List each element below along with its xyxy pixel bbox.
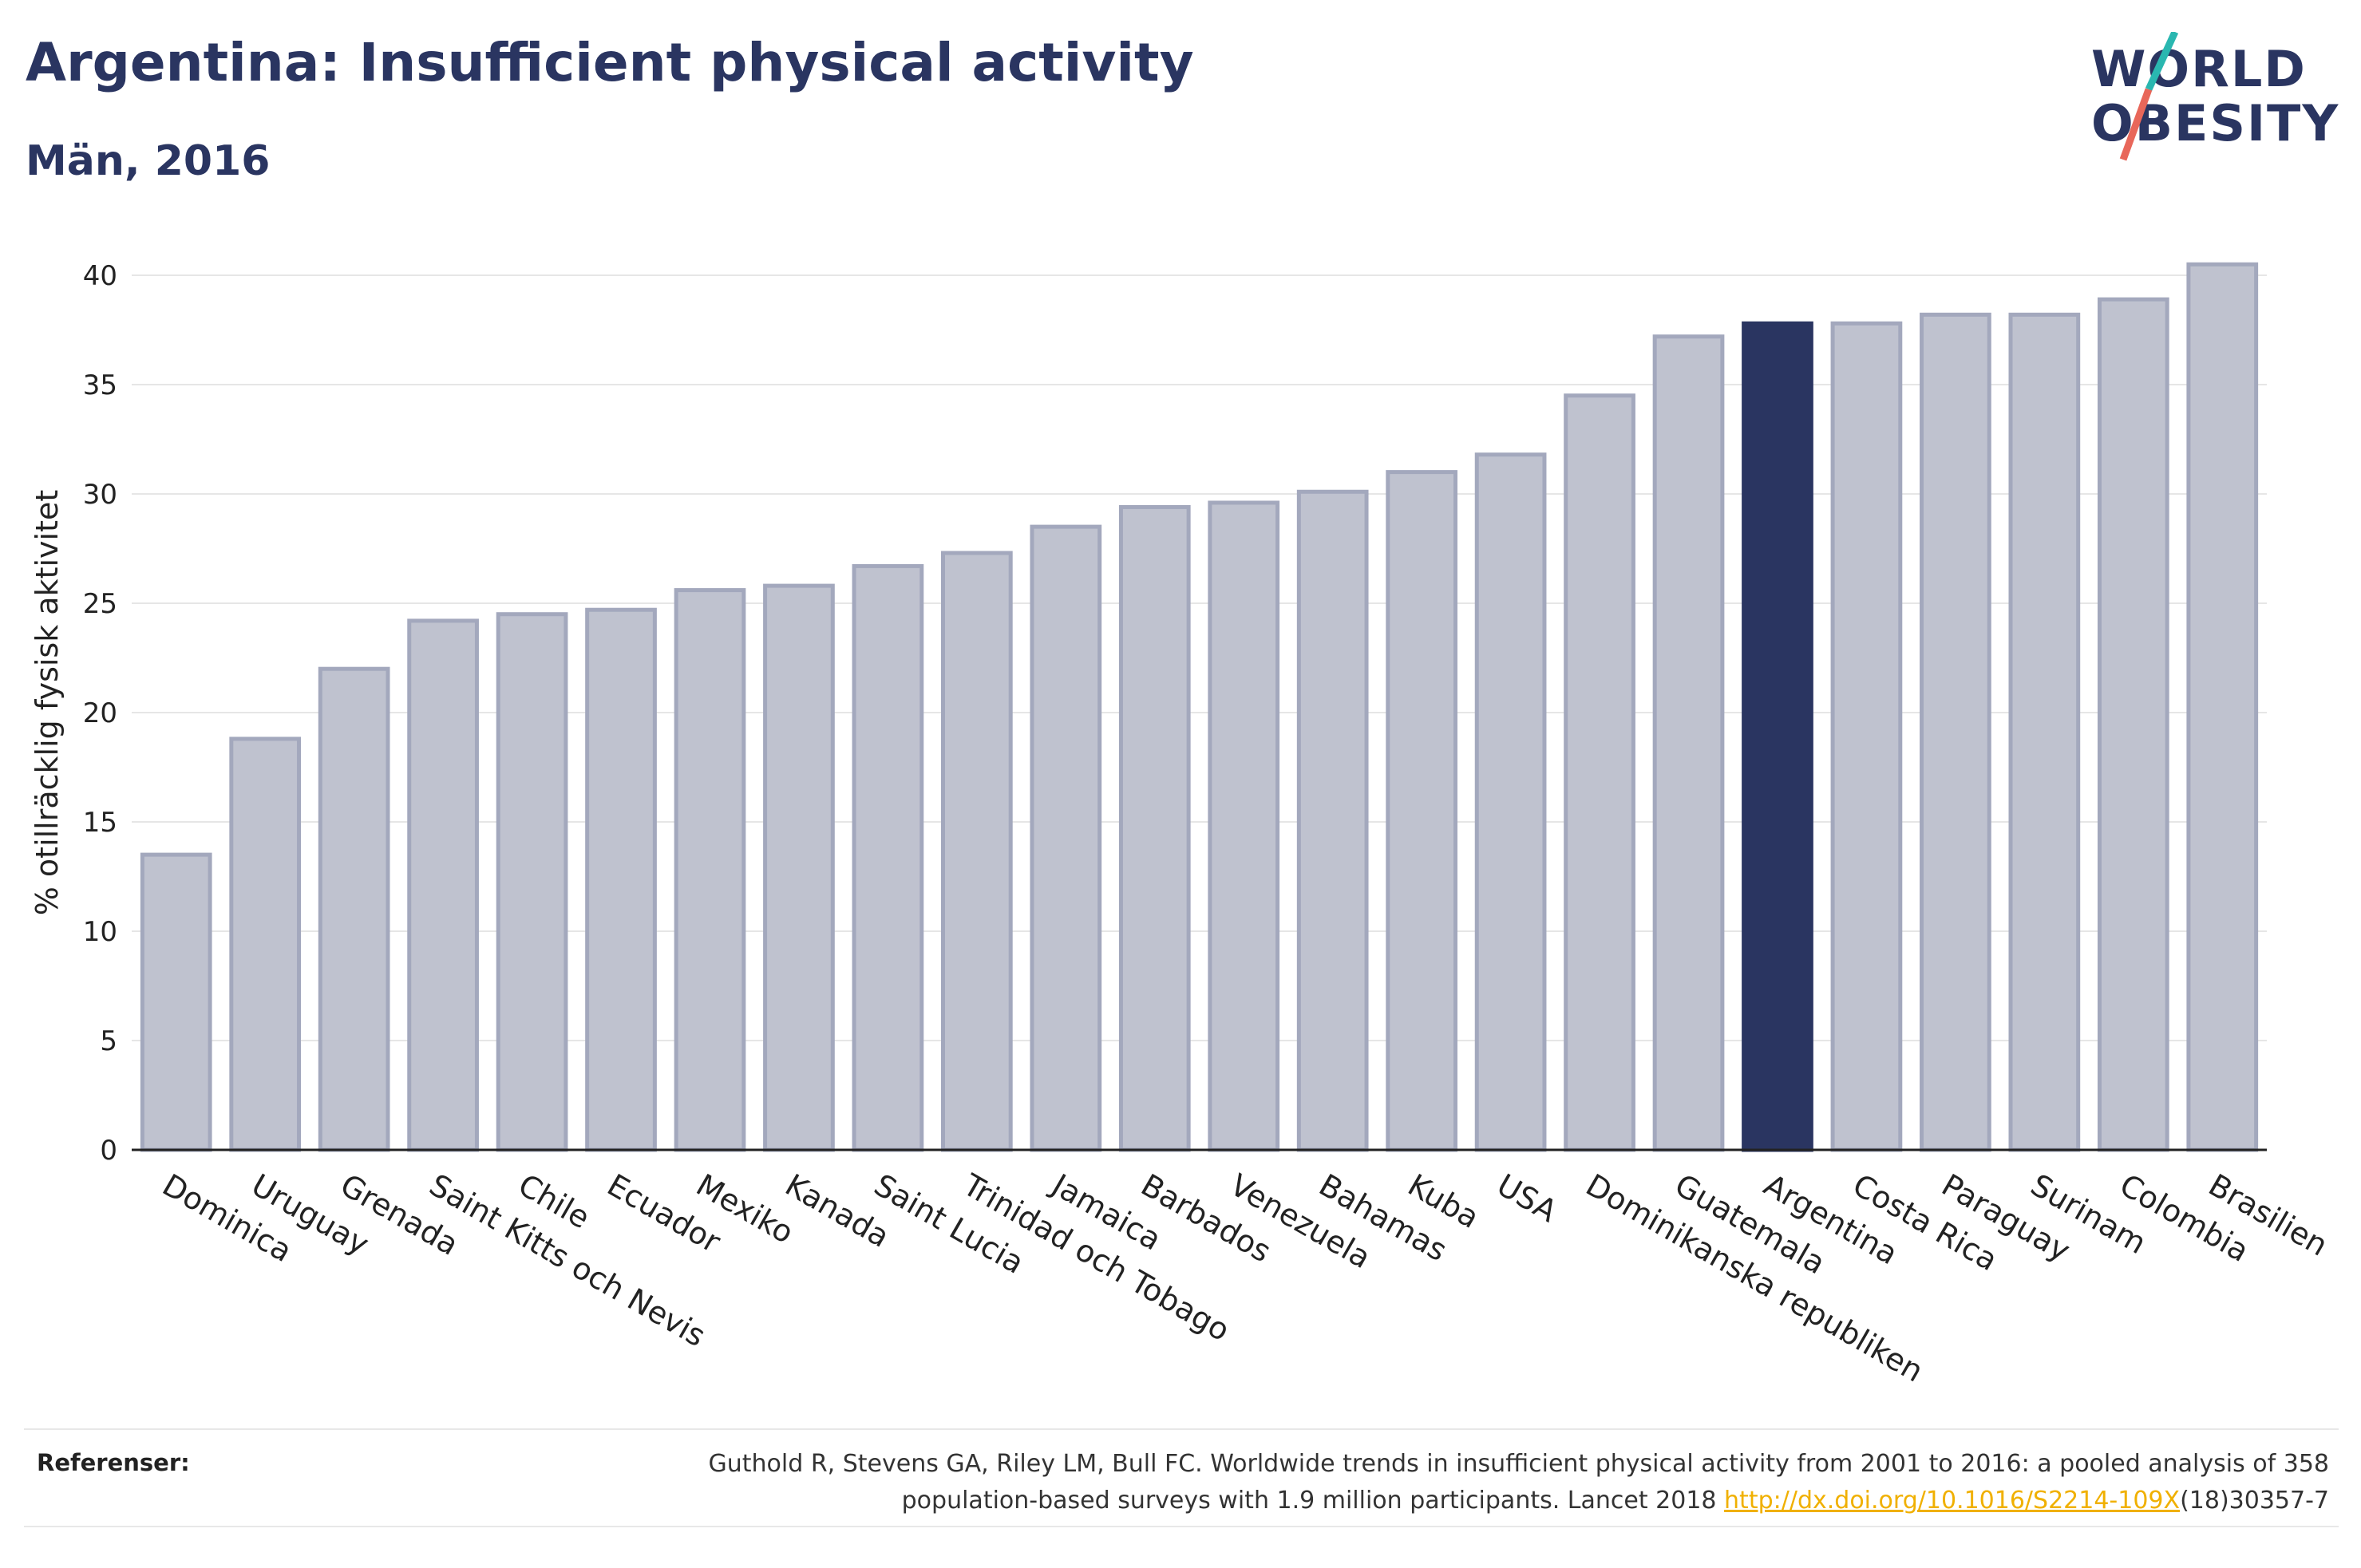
- y-tick-label: 30: [83, 479, 117, 511]
- bar: [1386, 470, 1457, 1152]
- bar: [1118, 504, 1191, 1152]
- bar: [496, 612, 568, 1152]
- bar: [2008, 312, 2081, 1152]
- y-tick-label: 0: [100, 1135, 117, 1167]
- world-obesity-logo: WORLD OBESITY: [2091, 32, 2338, 161]
- bar: [1652, 334, 1725, 1152]
- footer-divider-bottom: [24, 1526, 2339, 1527]
- bar: [1296, 489, 1369, 1152]
- y-tick-label: 15: [83, 807, 117, 839]
- y-tick-label: 25: [83, 588, 117, 620]
- bar: [941, 551, 1013, 1152]
- bar: [1474, 452, 1547, 1152]
- references-text: Guthold R, Stevens GA, Riley LM, Bull FC…: [573, 1446, 2329, 1519]
- bar: [585, 607, 657, 1152]
- bar: [763, 583, 835, 1152]
- bar: [407, 618, 479, 1152]
- bar: [1030, 524, 1102, 1152]
- logo-slash-teal: [2145, 32, 2179, 91]
- bar: [852, 563, 924, 1152]
- bar: [318, 666, 390, 1152]
- bar: [1208, 500, 1280, 1152]
- logo-line1: WORLD: [2091, 40, 2307, 98]
- page-subtitle: Män, 2016: [26, 137, 271, 185]
- page-title: Argentina: Insufficient physical activit…: [26, 32, 1194, 93]
- y-tick-label: 20: [83, 697, 117, 729]
- y-tick-label: 10: [83, 916, 117, 948]
- references-label: Referenser:: [37, 1449, 190, 1476]
- y-tick-label: 35: [83, 369, 117, 401]
- logo-slash-coral: [2119, 88, 2153, 161]
- bar: [1564, 393, 1635, 1152]
- bar: [229, 737, 302, 1152]
- bar: [1920, 312, 1991, 1152]
- bar: [2186, 262, 2259, 1152]
- bar: [140, 852, 212, 1152]
- reference-citation-suffix: (18)30357-7: [2180, 1487, 2329, 1515]
- reference-citation: Guthold R, Stevens GA, Riley LM, Bull FC…: [708, 1450, 2329, 1515]
- y-tick-label: 40: [83, 260, 117, 292]
- bar: [1830, 321, 1903, 1152]
- bar: [1742, 321, 1813, 1152]
- reference-doi-link[interactable]: http://dx.doi.org/10.1016/S2214-109X: [1724, 1487, 2181, 1515]
- bar: [674, 588, 746, 1152]
- y-axis-label: % otillräcklig fysisk aktivitet: [30, 490, 65, 916]
- x-tick-label: USA: [1491, 1167, 1563, 1229]
- bar: [2097, 297, 2169, 1152]
- bar-chart: 0 5 10 15 20 25 30 35 40 % otillräcklig fysisk ak…: [30, 260, 2334, 1389]
- footer-divider-top: [24, 1428, 2339, 1430]
- y-tick-label: 5: [100, 1025, 117, 1057]
